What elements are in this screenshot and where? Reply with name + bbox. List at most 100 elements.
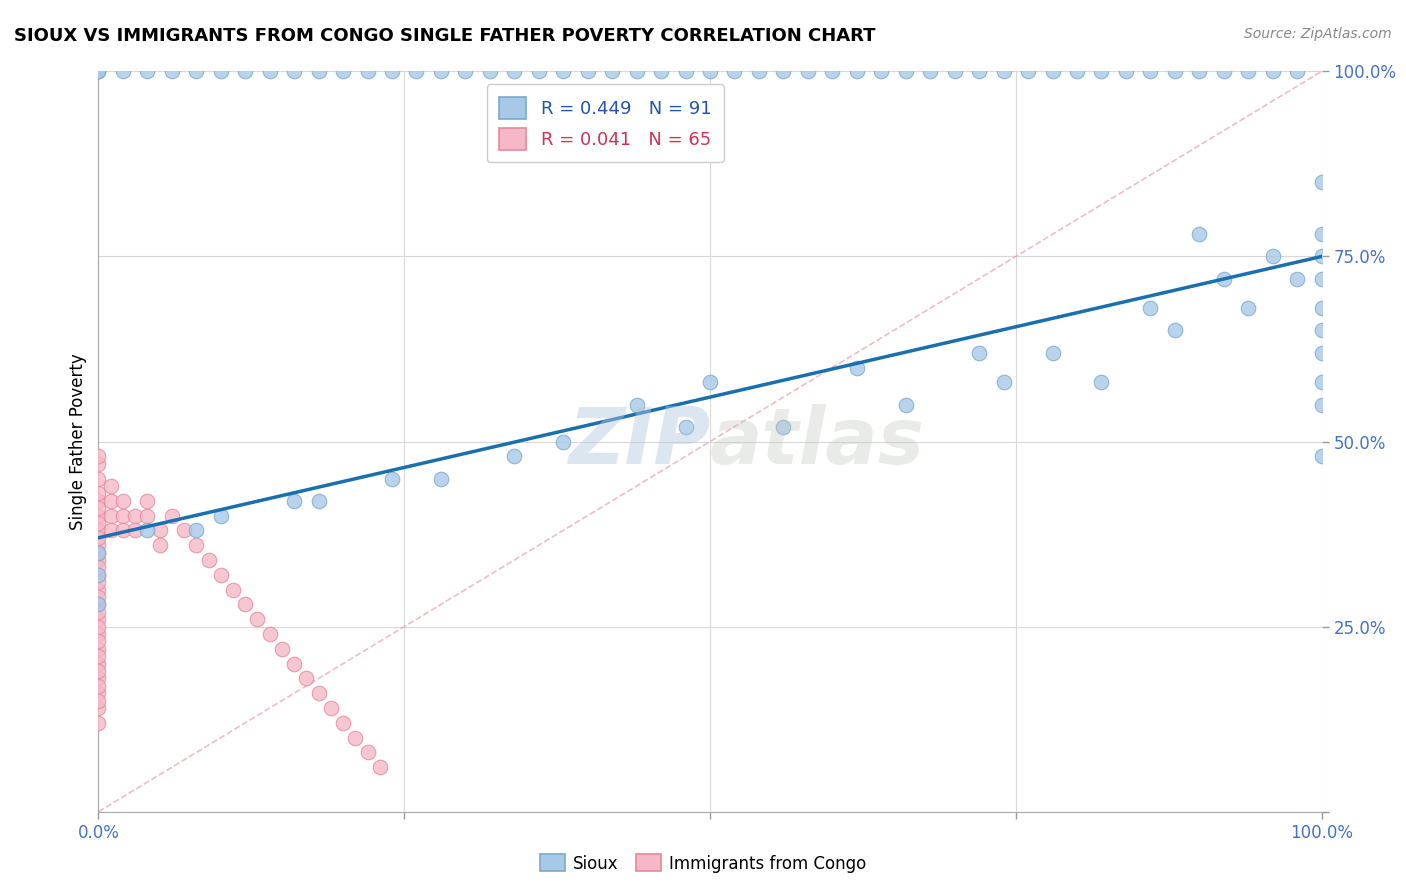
Point (454, 64, 477, 78)
Point (87, 64, 110, 78)
Point (111, 64, 134, 78)
Point (87, 679, 110, 693)
Point (100, 524, 122, 538)
Point (87, 546, 110, 560)
Point (87, 627, 110, 641)
Point (332, 715, 354, 730)
Point (1310, 398, 1333, 412)
Point (1310, 227, 1333, 242)
Point (295, 672, 318, 686)
Point (111, 524, 134, 538)
Point (1237, 64, 1260, 78)
Point (209, 64, 232, 78)
Text: Source: ZipAtlas.com: Source: ZipAtlas.com (1244, 27, 1392, 41)
Point (283, 493, 305, 508)
Point (87, 524, 110, 538)
Point (1017, 64, 1039, 78)
Point (87, 664, 110, 678)
Point (246, 612, 269, 626)
Point (1212, 271, 1234, 285)
Point (821, 64, 844, 78)
Point (845, 64, 868, 78)
Point (527, 64, 550, 78)
Point (1042, 64, 1064, 78)
Point (894, 398, 917, 412)
Point (87, 619, 110, 633)
Point (209, 567, 232, 582)
Point (1310, 324, 1333, 338)
Point (87, 531, 110, 545)
Point (699, 64, 721, 78)
Point (100, 508, 122, 523)
Point (772, 419, 794, 434)
Point (308, 493, 330, 508)
Point (1310, 301, 1333, 316)
Point (368, 760, 391, 774)
Point (87, 567, 110, 582)
Point (87, 598, 110, 612)
Point (626, 64, 648, 78)
Point (576, 64, 599, 78)
Point (87, 567, 110, 582)
Point (87, 634, 110, 648)
Point (87, 641, 110, 656)
Point (1188, 227, 1211, 242)
Point (87, 701, 110, 715)
Point (149, 524, 172, 538)
Point (87, 598, 110, 612)
Point (87, 64, 110, 78)
Point (1042, 345, 1064, 359)
Point (699, 376, 721, 390)
Y-axis label: Single Father Poverty: Single Father Poverty (69, 353, 87, 530)
Point (283, 657, 305, 671)
Point (1286, 271, 1309, 285)
Point (87, 694, 110, 708)
Point (1090, 376, 1112, 390)
Point (87, 575, 110, 590)
Point (748, 64, 770, 78)
Point (553, 64, 575, 78)
Point (381, 471, 404, 485)
Point (894, 64, 917, 78)
Point (87, 560, 110, 574)
Point (87, 612, 110, 626)
Point (87, 715, 110, 730)
Legend: Sioux, Immigrants from Congo: Sioux, Immigrants from Congo (533, 847, 873, 880)
Point (1310, 271, 1333, 285)
Point (124, 524, 146, 538)
Point (186, 64, 208, 78)
Point (1237, 301, 1260, 316)
Point (993, 376, 1015, 390)
Point (87, 493, 110, 508)
Legend: R = 0.449   N = 91, R = 0.041   N = 65: R = 0.449 N = 91, R = 0.041 N = 65 (486, 84, 724, 162)
Point (967, 64, 990, 78)
Point (87, 590, 110, 604)
Point (87, 686, 110, 700)
Point (87, 457, 110, 471)
Point (233, 598, 256, 612)
Point (344, 731, 367, 745)
Point (405, 64, 427, 78)
Point (503, 64, 526, 78)
Point (136, 493, 159, 508)
Point (1090, 64, 1112, 78)
Point (870, 64, 893, 78)
Point (600, 64, 623, 78)
Point (87, 538, 110, 552)
Point (1139, 64, 1161, 78)
Point (259, 64, 281, 78)
Point (283, 64, 305, 78)
Point (87, 605, 110, 619)
Point (173, 524, 195, 538)
Point (87, 546, 110, 560)
Point (1310, 345, 1333, 359)
Point (87, 450, 110, 464)
Point (478, 64, 501, 78)
Point (1212, 64, 1234, 78)
Point (136, 64, 159, 78)
Point (87, 649, 110, 664)
Text: ZIP: ZIP (568, 403, 710, 480)
Point (111, 508, 134, 523)
Point (797, 64, 820, 78)
Point (186, 538, 208, 552)
